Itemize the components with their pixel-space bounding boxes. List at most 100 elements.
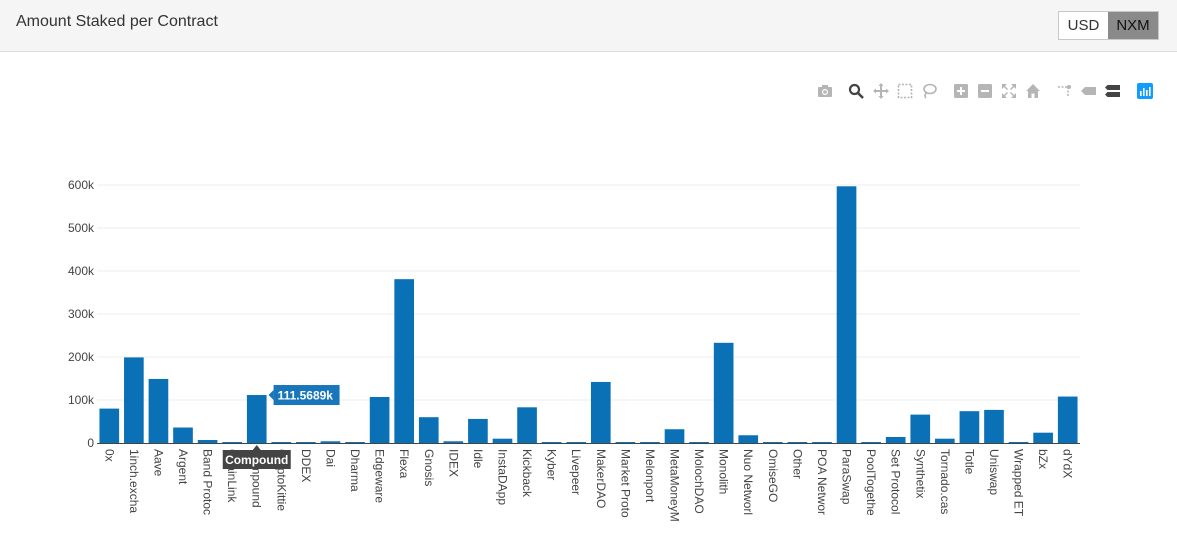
bar-uniswap[interactable] bbox=[984, 409, 1004, 443]
x-tick-label: ParaSwap bbox=[840, 449, 854, 505]
bar-ddex[interactable] bbox=[296, 442, 316, 443]
usd-button[interactable]: USD bbox=[1059, 12, 1108, 39]
y-tick-label: 500k bbox=[68, 221, 95, 235]
nxm-button[interactable]: NXM bbox=[1108, 12, 1158, 39]
spike-lines-icon[interactable] bbox=[1056, 82, 1074, 100]
bar-omisego[interactable] bbox=[762, 442, 783, 443]
y-tick-label: 100k bbox=[68, 393, 95, 407]
reset-axes-icon[interactable] bbox=[1024, 82, 1042, 100]
bar-idle[interactable] bbox=[468, 418, 488, 443]
currency-toggle[interactable]: USD NXM bbox=[1058, 11, 1159, 40]
x-tick-label: Totle bbox=[962, 449, 976, 475]
x-tick-label: Other bbox=[790, 449, 804, 479]
chart-title: Amount Staked per Contract bbox=[16, 13, 218, 30]
camera-icon[interactable] bbox=[816, 82, 834, 100]
bar-monolith[interactable] bbox=[713, 342, 734, 443]
x-tick-label: 0x bbox=[102, 449, 116, 462]
hover-closest-icon[interactable] bbox=[1080, 82, 1098, 100]
x-tick-label: Market Proto bbox=[618, 449, 632, 518]
bar-gnosis[interactable] bbox=[418, 417, 439, 443]
hover-compare-icon[interactable] bbox=[1104, 82, 1122, 100]
bar-other[interactable] bbox=[787, 442, 808, 443]
x-tick-label: IDEX bbox=[446, 449, 460, 477]
x-tick-label: Band Protoc bbox=[201, 449, 215, 515]
x-tick-label: Set Protocol bbox=[889, 449, 903, 514]
y-axis: 0 100k 200k 300k 400k 500k 600k bbox=[68, 178, 95, 450]
bar-poa-network[interactable] bbox=[812, 442, 832, 443]
x-tick-label: bZx bbox=[1036, 449, 1050, 469]
bar-edgeware[interactable] bbox=[369, 396, 390, 443]
bar-kickback[interactable] bbox=[517, 407, 537, 443]
bar-makerdao[interactable] bbox=[590, 381, 611, 443]
bar-kyber[interactable] bbox=[541, 442, 562, 443]
axis-hover-label: Compound bbox=[222, 445, 291, 469]
axis-hover-text: Compound bbox=[225, 453, 288, 467]
x-tick-label: Uniswap bbox=[987, 449, 1001, 495]
zoom-in-icon[interactable] bbox=[952, 82, 970, 100]
bar-nuo-network[interactable] bbox=[738, 435, 759, 443]
x-tick-label: PoolTogethe bbox=[864, 449, 878, 516]
x-tick-label: Edgeware bbox=[373, 449, 387, 503]
axis-hover-box bbox=[222, 450, 291, 469]
x-tick-label: MolochDAO bbox=[692, 449, 706, 514]
x-tick-label: Dharma bbox=[348, 449, 362, 492]
bar-bzx[interactable] bbox=[1033, 432, 1053, 443]
bar-chainlink[interactable] bbox=[222, 442, 242, 443]
bar-band-protocol[interactable] bbox=[197, 439, 218, 443]
x-tick-label: OmiseGO bbox=[766, 449, 780, 502]
bar-dharma[interactable] bbox=[345, 442, 365, 443]
autoscale-icon[interactable] bbox=[1000, 82, 1018, 100]
bar-wrapped-eth[interactable] bbox=[1008, 442, 1029, 443]
bar-synthetix[interactable] bbox=[910, 414, 931, 443]
bar-instadapp[interactable] bbox=[492, 438, 513, 443]
x-tick-label: dYdX bbox=[1061, 449, 1075, 478]
bar-flexa[interactable] bbox=[394, 279, 415, 443]
x-tick-label: Dai bbox=[323, 449, 337, 467]
bar-paraswap[interactable] bbox=[836, 186, 857, 444]
x-tick-label: Melonport bbox=[643, 449, 657, 503]
x-tick-label: Synthetix bbox=[913, 449, 927, 498]
x-tick-label: POA Networ bbox=[815, 449, 829, 515]
x-tick-label: Kyber bbox=[545, 449, 559, 480]
x-tick-label: Wrapped ET bbox=[1012, 449, 1026, 517]
bar-dydx[interactable] bbox=[1057, 396, 1078, 443]
y-tick-label: 600k bbox=[68, 178, 95, 192]
bar-totle[interactable] bbox=[959, 411, 980, 443]
bar-molochdao[interactable] bbox=[689, 442, 709, 443]
bar-compound[interactable] bbox=[246, 395, 267, 443]
axis-hover-pointer bbox=[252, 445, 261, 450]
lasso-select-icon[interactable] bbox=[920, 82, 938, 100]
bar-pooltogether[interactable] bbox=[861, 442, 881, 443]
x-tick-label: MakerDAO bbox=[594, 449, 608, 508]
bar-0x[interactable] bbox=[99, 408, 120, 443]
bar-livepeer[interactable] bbox=[566, 442, 587, 443]
bar-dai[interactable] bbox=[320, 441, 341, 443]
x-tick-label: Monolith bbox=[717, 449, 731, 494]
bar-melonport[interactable] bbox=[640, 442, 660, 443]
bar-aave[interactable] bbox=[148, 378, 169, 443]
bar-market-protocol[interactable] bbox=[615, 442, 636, 443]
bar-cryptokitties[interactable] bbox=[271, 442, 292, 443]
bar-set-protocol[interactable] bbox=[885, 436, 906, 443]
plotly-logo-icon[interactable] bbox=[1136, 82, 1154, 100]
box-select-icon[interactable] bbox=[896, 82, 914, 100]
y-tick-label: 0 bbox=[87, 436, 94, 450]
hover-value-label: 111.5689k bbox=[278, 389, 334, 403]
bar-tornado-cash[interactable] bbox=[935, 438, 955, 443]
zoom-out-icon[interactable] bbox=[976, 82, 994, 100]
hover-tooltip: 111.5689k bbox=[268, 385, 340, 406]
bar-1inch-exchange[interactable] bbox=[124, 357, 144, 443]
x-tick-label: Flexa bbox=[397, 449, 411, 479]
x-tick-label: Nuo Networl bbox=[741, 449, 755, 515]
x-tick-label: InstaDApp bbox=[495, 449, 509, 505]
bar-idex[interactable] bbox=[443, 441, 464, 443]
bar-metamoneymarket[interactable] bbox=[664, 429, 685, 443]
x-tick-label: Tornado.cas bbox=[938, 449, 952, 514]
plot-modebar bbox=[0, 82, 1177, 100]
pan-icon[interactable] bbox=[872, 82, 890, 100]
x-tick-label: DDEX bbox=[299, 449, 313, 482]
x-tick-label: Kickback bbox=[520, 449, 534, 498]
zoom-icon[interactable] bbox=[847, 82, 865, 100]
bar-argent[interactable] bbox=[173, 427, 193, 443]
